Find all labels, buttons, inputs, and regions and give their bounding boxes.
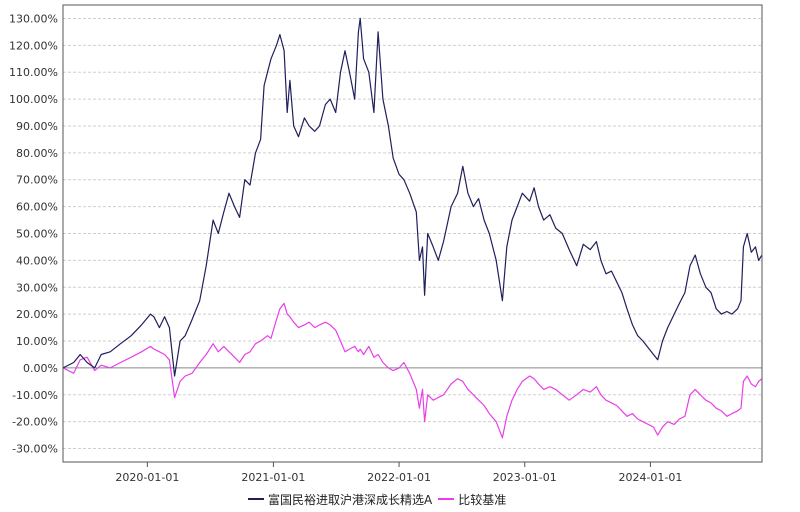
y-tick-label: -30.00% — [12, 443, 58, 456]
y-tick-label: 120.00% — [9, 39, 58, 52]
y-tick-label: 50.00% — [16, 228, 58, 241]
y-tick-label: -10.00% — [12, 389, 58, 402]
y-tick-label: 90.00% — [16, 120, 58, 133]
y-tick-label: 30.00% — [16, 281, 58, 294]
series-lines — [62, 17, 763, 439]
y-tick-label: -20.00% — [12, 416, 58, 429]
y-tick-label: 130.00% — [9, 12, 58, 25]
x-tick-label: 2022-01-01 — [367, 471, 431, 484]
line-chart: 130.00% 120.00% 110.00% 100.00% 90.00% 80.00%… — [9, 4, 763, 484]
legend: 富国民裕进取沪港深成长精选A 比较基准 — [248, 490, 512, 508]
y-tick-label: 100.00% — [9, 93, 58, 106]
x-axis-tick-labels: 2020-01-01 2021-01-01 2022-01-01 2023-01-01… — [115, 462, 682, 484]
y-tick-label: 110.00% — [9, 66, 58, 79]
y-tick-label: 60.00% — [16, 201, 58, 214]
y-tick-label: 70.00% — [16, 174, 58, 187]
legend-label-benchmark: 比较基准 — [458, 492, 507, 507]
fund-series-line — [62, 17, 763, 377]
legend-item-benchmark: 比较基准 — [438, 491, 506, 508]
y-axis-tick-labels: 130.00% 120.00% 110.00% 100.00% 90.00% 80.00%… — [9, 12, 58, 455]
x-tick-label: 2023-01-01 — [493, 471, 557, 484]
x-tick-label: 2020-01-01 — [115, 471, 179, 484]
legend-swatch-fund — [248, 498, 264, 500]
y-tick-label: 20.00% — [16, 308, 58, 321]
plot-border — [62, 4, 763, 463]
grid-lines — [63, 17, 762, 450]
legend-swatch-benchmark — [438, 498, 455, 500]
y-tick-label: 40.00% — [16, 254, 58, 267]
legend-label-fund: 富国民裕进取沪港深成长精选A — [268, 492, 433, 507]
y-tick-label: 80.00% — [16, 147, 58, 160]
y-tick-label: 0.00% — [23, 362, 58, 375]
x-tick-label: 2021-01-01 — [241, 471, 305, 484]
benchmark-series-line — [62, 302, 763, 439]
legend-item-fund: 富国民裕进取沪港深成长精选A — [248, 491, 432, 508]
y-tick-label: 10.00% — [16, 335, 58, 348]
x-tick-label: 2024-01-01 — [618, 471, 682, 484]
